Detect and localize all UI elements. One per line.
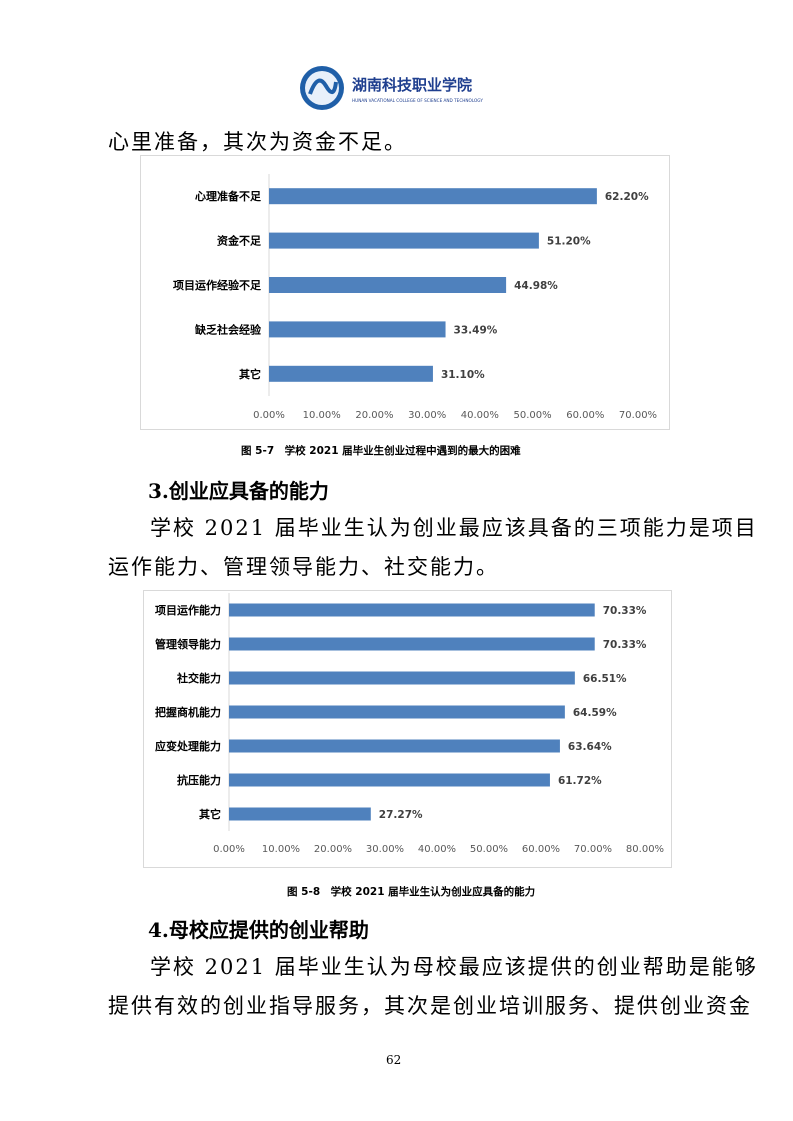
data-label: 66.51% — [583, 673, 627, 685]
category-label: 缺乏社会经验 — [194, 322, 262, 336]
category-label: 心理准备不足 — [195, 189, 262, 203]
x-tick-label: 40.00% — [418, 844, 456, 855]
data-label: 61.72% — [558, 775, 602, 787]
header-logo: 湖南科技职业学院 HUNAN VACATIONAL COLLEGE OF SCI… — [296, 64, 486, 112]
data-label: 64.59% — [573, 707, 617, 719]
category-label: 社交能力 — [176, 671, 221, 685]
category-label: 应变处理能力 — [155, 739, 221, 753]
x-tick-label: 30.00% — [408, 410, 446, 421]
figure-caption: 图 5-8 学校 2021 届毕业生认为创业应具备的能力 — [287, 886, 536, 898]
x-tick-label: 50.00% — [514, 410, 552, 421]
bar — [269, 188, 597, 205]
data-label: 63.64% — [568, 741, 612, 753]
data-label: 62.20% — [605, 191, 649, 203]
bar — [269, 232, 539, 249]
x-tick-label: 20.00% — [314, 844, 352, 855]
paragraph: 运作能力、管理领导能力、社交能力。 — [108, 555, 499, 579]
bar — [269, 321, 446, 338]
category-label: 把握商机能力 — [155, 705, 221, 719]
bar — [269, 365, 433, 382]
bar — [229, 671, 575, 685]
figure-caption: 图 5-7 学校 2021 届毕业生创业过程中遇到的最大的困难 — [241, 445, 521, 457]
bar — [229, 807, 371, 821]
data-label: 44.98% — [514, 280, 558, 292]
x-tick-label: 70.00% — [574, 844, 612, 855]
category-label: 其它 — [199, 807, 221, 821]
x-tick-label: 10.00% — [303, 410, 341, 421]
category-label: 其它 — [239, 367, 261, 381]
data-label: 70.33% — [603, 639, 647, 651]
bar — [229, 773, 550, 787]
x-tick-label: 50.00% — [470, 844, 508, 855]
data-label: 31.10% — [441, 369, 485, 381]
x-tick-label: 40.00% — [461, 410, 499, 421]
x-tick-label: 0.00% — [253, 410, 285, 421]
data-label: 33.49% — [454, 324, 498, 336]
category-label: 资金不足 — [217, 234, 262, 248]
college-logo-icon: 湖南科技职业学院 HUNAN VACATIONAL COLLEGE OF SCI… — [300, 66, 483, 110]
chart-5-8: 项目运作能力 70.33% 管理领导能力 70.33% 社交能力 66.51% 把握商机能力… — [143, 590, 672, 868]
x-tick-label: 0.00% — [213, 844, 245, 855]
bar — [229, 637, 595, 651]
paragraph: 心里准备，其次为资金不足。 — [108, 130, 407, 154]
x-tick-label: 60.00% — [522, 844, 560, 855]
page-number: 62 — [386, 1053, 402, 1067]
paragraph: 学校 2021 届毕业生认为母校最应该提供的创业帮助是能够 — [150, 955, 758, 979]
data-label: 70.33% — [603, 605, 647, 617]
data-label: 51.20% — [547, 236, 591, 248]
chart-5-7: 心理准备不足 62.20% 资金不足 51.20% 项目运作经验不足 44.98% 缺乏社会… — [140, 155, 670, 430]
x-tick-label: 80.00% — [626, 844, 664, 855]
bar — [229, 739, 560, 753]
category-label: 项目运作能力 — [155, 603, 221, 617]
x-tick-label: 60.00% — [566, 410, 604, 421]
paragraph: 学校 2021 届毕业生认为创业最应该具备的三项能力是项目 — [150, 516, 758, 540]
section-heading: 4.母校应提供的创业帮助 — [148, 918, 369, 942]
logo-en-text: HUNAN VACATIONAL COLLEGE OF SCIENCE AND … — [352, 98, 483, 103]
bar — [269, 277, 507, 293]
category-label: 管理领导能力 — [155, 637, 221, 651]
bar — [229, 705, 565, 719]
category-label: 项目运作经验不足 — [173, 278, 262, 292]
bar — [229, 603, 595, 617]
logo-cn-text: 湖南科技职业学院 — [352, 76, 472, 94]
x-tick-label: 70.00% — [619, 410, 657, 421]
data-label: 27.27% — [379, 809, 423, 821]
paragraph: 提供有效的创业指导服务，其次是创业培训服务、提供创业资金 — [108, 994, 752, 1018]
category-label: 抗压能力 — [177, 773, 221, 787]
x-tick-label: 10.00% — [262, 844, 300, 855]
x-tick-label: 20.00% — [355, 410, 393, 421]
x-tick-label: 30.00% — [366, 844, 404, 855]
section-heading: 3.创业应具备的能力 — [148, 479, 329, 503]
